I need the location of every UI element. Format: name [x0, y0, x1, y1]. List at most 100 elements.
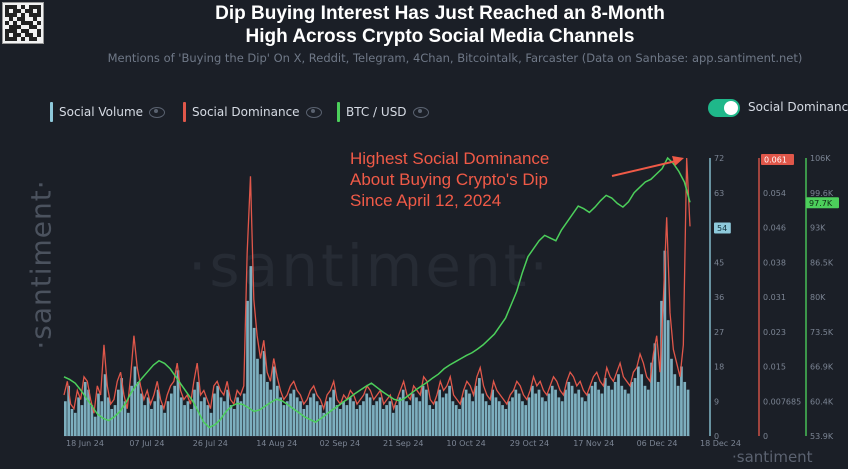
volume-bar — [501, 405, 504, 436]
qr-cell — [21, 21, 25, 25]
volume-bar — [590, 385, 594, 436]
eye-icon[interactable] — [412, 106, 429, 118]
legend-label-btc-usd: BTC / USD — [346, 105, 407, 119]
eye-icon[interactable] — [149, 106, 166, 118]
volume-bar — [325, 401, 329, 436]
volume-bar — [176, 370, 180, 436]
qr-cell — [9, 29, 13, 33]
qr-cell — [29, 37, 33, 41]
qr-cell — [5, 29, 9, 33]
volume-bar — [640, 374, 644, 436]
volume-bar — [206, 405, 210, 436]
volume-bar — [262, 351, 266, 436]
volume-bar — [391, 412, 395, 436]
volume-bar — [458, 408, 461, 436]
volume-bar — [534, 393, 538, 436]
volume-tick-label: 9 — [714, 397, 719, 406]
volume-bar — [302, 408, 306, 436]
qr-cell — [29, 5, 33, 9]
volume-bar — [441, 397, 445, 436]
qr-cell — [5, 33, 9, 37]
volume-bar — [646, 389, 650, 436]
volume-bar — [494, 397, 498, 436]
volume-bar — [597, 389, 600, 436]
qr-cell — [25, 29, 29, 33]
btc-current-badge: 97.7K — [809, 199, 833, 208]
volume-bar — [375, 401, 379, 436]
volume-bar — [249, 266, 253, 436]
dominance-tick-label: 0.046 — [763, 224, 786, 233]
volume-bar — [660, 300, 663, 436]
qr-cell — [5, 9, 9, 13]
title-line-2: High Across Crypto Social Media Channels — [245, 26, 635, 47]
qr-cell — [9, 25, 13, 29]
volume-bar — [322, 412, 326, 436]
volume-bar — [623, 389, 627, 436]
x-tick-label: 14 Aug 24 — [256, 439, 297, 448]
dominance-tick-label: 0 — [763, 432, 768, 441]
toggle-label: Social Dominance — [748, 100, 848, 114]
volume-bar — [338, 408, 342, 436]
volume-bar — [461, 397, 465, 436]
volume-bar — [650, 362, 653, 436]
volume-bar — [514, 389, 518, 436]
volume-bar — [103, 374, 107, 436]
qr-cell — [29, 25, 33, 29]
volume-bar — [219, 397, 223, 436]
volume-bar — [484, 401, 488, 436]
volume-bar — [173, 385, 177, 436]
volume-bar — [93, 416, 97, 436]
volume-bar — [580, 397, 584, 436]
dominance-tick-label: 0.031 — [763, 293, 786, 302]
volume-bar — [358, 405, 362, 436]
legend-social-volume[interactable]: Social Volume — [50, 102, 166, 122]
qr-cell — [13, 21, 17, 25]
volume-bar — [73, 412, 77, 436]
volume-bar — [83, 381, 87, 436]
volume-bar — [140, 393, 143, 436]
x-tick-label: 17 Nov 24 — [573, 439, 614, 448]
volume-bar — [540, 397, 544, 436]
volume-bar — [527, 397, 531, 436]
qr-cell — [21, 29, 25, 33]
btc-usd-line — [63, 156, 691, 429]
volume-bar — [352, 401, 355, 436]
volume-bar — [189, 408, 193, 436]
qr-cell — [33, 25, 37, 29]
btc-tick-label: 60.4K — [810, 397, 834, 406]
volume-bar — [179, 397, 183, 436]
eye-icon[interactable] — [305, 106, 322, 118]
x-tick-label: 06 Dec 24 — [637, 439, 678, 448]
volume-bar — [570, 385, 574, 436]
volume-bar — [355, 408, 359, 436]
btc-tick-label: 93K — [810, 224, 826, 233]
dominance-current-badge-bg — [761, 154, 794, 165]
volume-bar — [451, 401, 455, 436]
qr-cell — [17, 9, 21, 13]
volume-bar — [348, 397, 352, 436]
volume-bar — [673, 374, 677, 436]
volume-bar — [242, 393, 246, 436]
legend-social-dominance[interactable]: Social Dominance — [183, 102, 322, 122]
dominance-tick-label: 0.023 — [763, 328, 786, 337]
qr-cell — [9, 37, 13, 41]
volume-bar — [381, 408, 385, 436]
volume-bar — [193, 389, 196, 436]
legend-label-social-volume: Social Volume — [59, 105, 144, 119]
volume-bar — [560, 401, 564, 436]
volume-bar — [620, 385, 624, 436]
volume-bar — [252, 327, 256, 436]
qr-cell — [5, 37, 9, 41]
volume-bar — [554, 389, 557, 436]
volume-bar — [686, 389, 690, 436]
social-dominance-toggle[interactable] — [708, 99, 740, 117]
x-tick-label: 10 Oct 24 — [446, 439, 485, 448]
x-tick-label: 26 Jul 24 — [193, 439, 228, 448]
volume-bar — [345, 405, 349, 436]
volume-bar — [239, 401, 243, 436]
volume-bar — [156, 389, 160, 436]
legend-btc-usd[interactable]: BTC / USD — [337, 102, 429, 122]
volume-bar — [607, 385, 610, 436]
volume-bar — [332, 389, 335, 436]
volume-bar — [269, 389, 273, 436]
